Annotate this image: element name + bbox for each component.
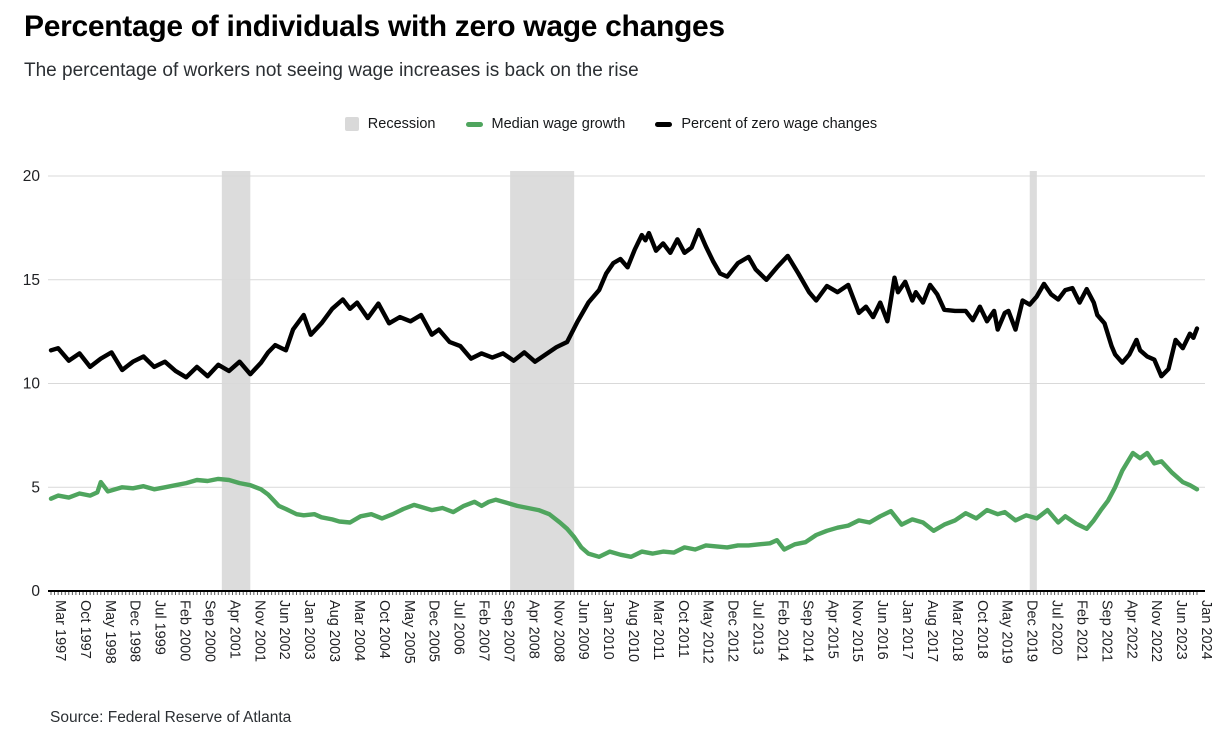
page-subtitle: The percentage of workers not seeing wag… [24,60,639,81]
percent-of-zero-wage-changes-line [48,227,1200,380]
x-tick-label: Dec 2012 [725,600,741,662]
x-tick-label: Jul 2020 [1049,600,1065,655]
x-tick-label: Dec 2019 [1024,600,1040,662]
chart-legend: Recession Median wage growth Percent of … [0,116,1222,132]
legend-item-recession: Recession [344,116,436,132]
x-tick-label: Sep 2000 [201,600,217,662]
x-tick-label: Feb 2021 [1073,600,1089,661]
x-tick-label: May 2005 [401,600,417,664]
x-tick-label: Sep 2021 [1098,600,1114,662]
x-tick-label: Jun 2016 [874,600,890,660]
x-tick-label: Mar 2004 [351,600,367,661]
x-axis-labels: Mar 1997 Oct 1997 May 1998 Dec 1998 Jul 1999… [52,600,1214,664]
x-tick-label: May 1998 [102,600,118,664]
gridlines [48,175,1205,488]
x-tick-label: Sep 2007 [500,600,516,662]
recession-band [1029,171,1037,591]
y-tick-label: 5 [31,479,40,496]
x-tick-label: Jun 2023 [1173,600,1189,660]
x-axis-ticks [50,592,1198,595]
x-tick-label: Oct 2011 [675,600,691,658]
legend-label: Percent of zero wage changes [681,116,878,132]
x-tick-label: Sep 2014 [799,600,815,662]
recession-band [221,171,251,591]
x-tick-label: Aug 2017 [924,600,940,662]
x-tick-label: Jan 2024 [1198,600,1214,660]
x-tick-label: Oct 2004 [376,600,392,659]
x-tick-label: Jan 2003 [301,600,317,660]
x-tick-label: May 2012 [700,600,716,664]
y-axis-labels: 0 5 10 15 20 [23,168,41,600]
x-tick-label: Apr 2015 [824,600,840,659]
x-tick-label: Feb 2000 [177,600,193,661]
x-tick-label: Oct 2018 [974,600,990,659]
x-tick-label: Jan 2010 [600,600,616,660]
y-tick-label: 20 [23,168,41,185]
y-tick-label: 10 [23,376,41,393]
recession-bands [221,171,1037,591]
wage-chart: Mar 1997 Oct 1997 May 1998 Dec 1998 Jul 1999… [23,168,1214,664]
legend-item-median-wage-growth: Median wage growth [465,116,626,132]
source-note: Source: Federal Reserve of Atlanta [50,709,292,726]
x-tick-label: Aug 2003 [326,600,342,662]
x-tick-label: Jul 1999 [152,600,168,655]
recession-swatch-icon [344,117,359,131]
x-tick-label: Jan 2017 [899,600,915,660]
x-tick-label: Apr 2022 [1123,600,1139,659]
x-tick-label: Jul 2013 [750,600,766,655]
y-tick-label: 0 [31,583,40,600]
x-tick-label: Oct 1997 [77,600,93,659]
page-title: Percentage of individuals with zero wage… [24,10,725,43]
x-tick-label: Dec 2005 [426,600,442,662]
median-wage-growth-line [48,450,1200,559]
recession-band [510,171,575,591]
x-tick-label: Apr 2008 [525,600,541,659]
x-tick-label: Feb 2007 [476,600,492,661]
x-tick-label: Mar 2018 [949,600,965,661]
legend-item-zero-wage-changes: Percent of zero wage changes [655,116,877,132]
legend-label: Recession [367,116,436,132]
x-tick-label: Aug 2010 [625,600,641,662]
x-tick-label: Jun 2009 [575,600,591,660]
x-tick-label: Nov 2001 [251,600,267,662]
x-tick-label: Apr 2001 [226,600,242,659]
y-tick-label: 15 [23,272,40,289]
x-tick-label: Jun 2002 [276,600,292,660]
x-tick-label: Nov 2008 [550,600,566,662]
x-tick-label: Nov 2022 [1148,600,1164,662]
median-wage-growth-swatch-icon [465,121,483,127]
x-tick-label: Mar 2011 [650,600,666,660]
x-tick-label: Mar 1997 [52,600,68,661]
x-tick-label: Nov 2015 [849,600,865,662]
x-tick-label: Feb 2014 [774,600,790,661]
x-tick-label: May 2019 [999,600,1015,664]
legend-label: Median wage growth [491,116,626,132]
zero-wage-changes-swatch-icon [655,121,673,127]
x-tick-label: Dec 1998 [127,600,143,662]
x-tick-label: Jul 2006 [451,600,467,655]
